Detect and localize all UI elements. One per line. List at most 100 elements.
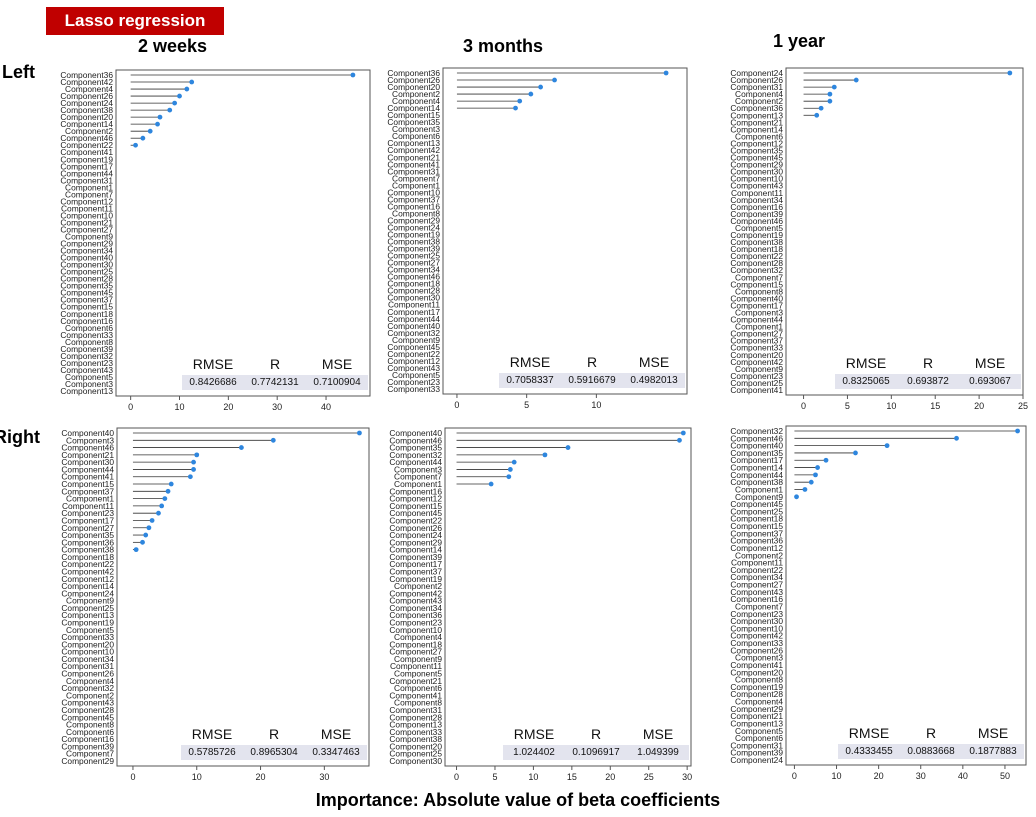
- component-label: Component6: [65, 323, 113, 333]
- component-label: Component41: [730, 660, 783, 670]
- component-label: Component2: [735, 550, 783, 560]
- panel-left-1-year: Component24 Component26 Component31 Compone…: [710, 64, 1036, 411]
- component-label: Component33: [61, 632, 114, 642]
- component-label: Component15: [61, 479, 114, 489]
- component-label: Component8: [394, 698, 442, 708]
- component-label: Component12: [730, 543, 783, 553]
- row-title-left: Left: [2, 62, 35, 82]
- component-label: Component4: [735, 89, 783, 99]
- component-label: Component24: [730, 68, 783, 78]
- x-tick-label: 30: [272, 402, 282, 412]
- component-label: Component6: [735, 733, 783, 743]
- component-label: Component40: [60, 253, 113, 263]
- component-label: Component40: [730, 441, 783, 451]
- component-label: Component32: [389, 450, 442, 460]
- component-label: Component20: [389, 741, 442, 751]
- component-label: Component30: [61, 457, 114, 467]
- coefficient-point: [827, 98, 833, 104]
- component-label: Component31: [389, 705, 442, 715]
- component-label: Component31: [61, 661, 114, 671]
- component-label: Component1: [66, 494, 114, 504]
- component-label: Component27: [60, 224, 113, 234]
- metric-header: MSE: [321, 356, 353, 372]
- component-label: Component21: [730, 711, 783, 721]
- component-label: Component6: [735, 131, 783, 141]
- component-label: Component10: [730, 174, 783, 184]
- component-label: Component5: [66, 625, 114, 635]
- component-label: Component41: [387, 159, 440, 169]
- component-label: Component16: [389, 486, 442, 496]
- component-label: Component27: [730, 329, 783, 339]
- coefficient-point: [168, 481, 174, 487]
- panel-left-2-weeks: Component36 Component42 Component4 Componen…: [0, 64, 371, 412]
- component-label: Component19: [60, 154, 113, 164]
- component-label: Component34: [387, 265, 440, 275]
- component-label: Component7: [735, 601, 783, 611]
- component-label: Component25: [387, 251, 440, 261]
- coefficient-point: [802, 487, 808, 492]
- x-tick-label: 10: [174, 402, 184, 412]
- component-label: Component1: [735, 322, 783, 332]
- coefficient-point: [552, 77, 557, 83]
- component-label: Component18: [730, 244, 783, 254]
- metric-value: 1.049399: [637, 747, 679, 758]
- component-label: Component43: [61, 698, 114, 708]
- component-label: Component45: [387, 342, 440, 352]
- component-label: Component19: [61, 618, 114, 628]
- panel-right-1-year: Component32 Component46 Component40 Compone…: [710, 420, 1036, 781]
- lollipop-chart: Component40Component3Component46Componen…: [61, 427, 370, 782]
- component-label: Component35: [387, 117, 440, 127]
- component-label: Component17: [387, 307, 440, 317]
- x-tick-label: 10: [591, 400, 601, 410]
- component-label: Component34: [389, 603, 442, 613]
- component-label: Component39: [387, 244, 440, 254]
- component-label: Component24: [389, 530, 442, 540]
- component-label: Component3: [394, 464, 442, 474]
- x-tick-label: 5: [524, 400, 529, 410]
- coefficient-point: [172, 100, 178, 106]
- coefficient-point: [147, 128, 153, 134]
- component-label: Component27: [61, 523, 114, 533]
- metric-header: R: [590, 726, 602, 742]
- component-label: Component39: [730, 209, 783, 219]
- coefficient-point: [511, 459, 517, 465]
- coefficient-point: [663, 70, 669, 76]
- column-title-3-months: 3 months: [463, 36, 544, 56]
- component-label: Component13: [61, 610, 114, 620]
- metric-header: MSE: [977, 725, 1009, 741]
- component-label: Component34: [60, 246, 113, 256]
- x-tick-label: 30: [682, 772, 692, 782]
- component-label: Component25: [61, 603, 114, 613]
- component-label: Component45: [730, 499, 783, 509]
- coefficient-point: [827, 91, 833, 97]
- x-tick-label: 0: [128, 402, 133, 412]
- metric-header: RMSE: [848, 725, 890, 741]
- coefficient-point: [184, 86, 190, 92]
- x-tick-label: 10: [832, 771, 842, 781]
- component-label: Component22: [387, 349, 440, 359]
- coefficient-point: [239, 445, 244, 450]
- component-label: Component12: [389, 494, 442, 504]
- component-label: Component45: [61, 712, 114, 722]
- component-label: Component12: [730, 138, 783, 148]
- lollipop-chart: Component36Component42Component4Componen…: [60, 69, 371, 412]
- metric-header: RMSE: [845, 355, 887, 371]
- coefficient-point: [1015, 428, 1020, 434]
- component-label: Component13: [60, 386, 113, 396]
- component-label: Component42: [730, 357, 783, 367]
- component-label: Component5: [735, 726, 783, 736]
- component-label: Component23: [389, 618, 442, 628]
- metric-value: 0.8426686: [189, 377, 237, 388]
- component-label: Component22: [389, 515, 442, 525]
- plot-frame: [444, 427, 692, 767]
- metric-header: MSE: [320, 726, 352, 742]
- component-label: Component46: [730, 216, 783, 226]
- component-label: Component22: [730, 565, 783, 575]
- component-label: Component32: [387, 328, 440, 338]
- component-label: Component11: [731, 188, 783, 198]
- x-tick-label: 15: [567, 772, 577, 782]
- component-label: Component9: [735, 364, 783, 374]
- component-label: Component11: [62, 501, 114, 511]
- x-tick-label: 0: [454, 772, 459, 782]
- component-label: Component14: [60, 119, 113, 129]
